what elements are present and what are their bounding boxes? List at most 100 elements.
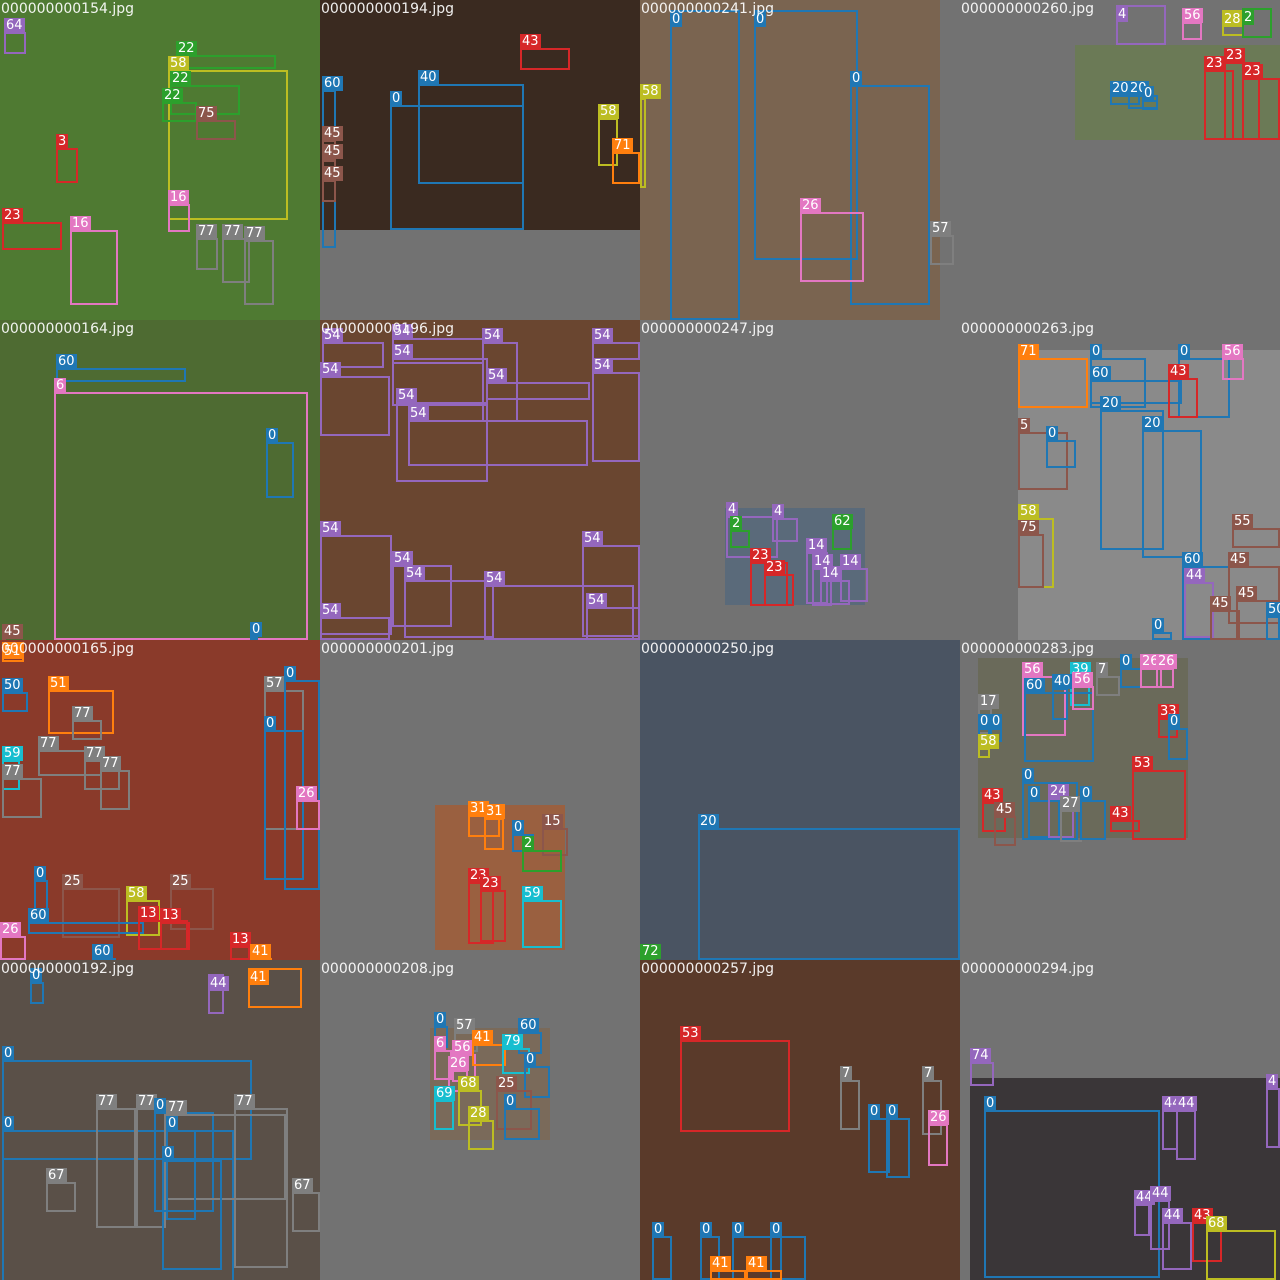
box-class-label: 6 — [434, 1036, 447, 1051]
bounding-box: 3 — [56, 134, 78, 183]
bounding-box: 0 — [886, 1104, 910, 1178]
box-class-label: 0 — [250, 622, 263, 637]
box-class-label: 4 — [726, 502, 739, 517]
box-class-label: 45 — [322, 144, 343, 159]
box-class-label: 56 — [1022, 662, 1043, 677]
box-class-label: 54 — [320, 603, 341, 618]
bounding-box: 54 — [396, 388, 488, 482]
bounding-box: 0 — [390, 91, 524, 230]
box-class-label: 0 — [1120, 654, 1133, 669]
bounding-box: 0 — [868, 1104, 890, 1173]
bounding-box: 2 — [1242, 8, 1272, 38]
box-class-label: 40 — [1052, 674, 1073, 689]
box-class-label: 54 — [592, 328, 613, 343]
bounding-box: 60 — [56, 354, 186, 382]
bounding-box: 60 — [28, 908, 144, 934]
tile: 000000000201.jpg 31 31 15 0 2 23 23 59 — [320, 640, 640, 960]
box-class-label: 44 — [1176, 1096, 1197, 1111]
box-class-label: 5 — [1018, 418, 1031, 433]
box-class-label: 26 — [1140, 654, 1161, 669]
box-class-label: 0 — [30, 968, 43, 983]
bounding-box: 41 — [248, 968, 302, 1008]
box-class-label: 26 — [296, 786, 317, 801]
bounding-box: 0 — [1028, 786, 1060, 838]
box-class-label: 0 — [2, 1046, 15, 1061]
bounding-box: 58 — [640, 84, 661, 188]
box-class-label: 24 — [1048, 784, 1069, 799]
bounding-box: 4 — [1266, 1074, 1280, 1148]
bounding-box: 0 — [2, 1046, 252, 1160]
bounding-box: 13 — [160, 908, 190, 950]
box-class-label: 7 — [840, 1066, 853, 1081]
box-class-label: 16 — [70, 216, 91, 231]
box-class-label: 60 — [28, 908, 49, 923]
box-class-label: 77 — [136, 1094, 157, 1109]
box-class-label: 58 — [640, 84, 661, 99]
box-class-label: 54 — [582, 531, 603, 546]
tile-filename: 000000000192.jpg — [1, 961, 134, 977]
box-class-label: 25 — [496, 1076, 517, 1091]
box-class-label: 79 — [502, 1034, 523, 1049]
box-class-label: 51 — [2, 644, 23, 659]
box-class-label: 60 — [518, 1018, 539, 1033]
tile-filename: 000000000250.jpg — [641, 641, 774, 657]
bounding-box: 54 — [320, 603, 390, 640]
box-class-label: 2 — [730, 516, 743, 531]
bounding-box: 5 — [1018, 418, 1068, 490]
bounding-box: 20 — [1110, 81, 1140, 105]
box-class-label: 16 — [168, 190, 189, 205]
box-class-label: 57 — [264, 676, 285, 691]
box-class-label: 25 — [170, 874, 191, 889]
tile: 000000000194.jpg 43 60 40 0 58 71 45 45 45 — [320, 0, 640, 320]
box-class-label: 0 — [166, 1116, 179, 1131]
bounding-box: 25 — [62, 874, 120, 938]
box-class-label: 54 — [320, 521, 341, 536]
box-class-label: 7 — [922, 1066, 935, 1081]
box-class-label: 0 — [732, 1222, 745, 1237]
box-class-label: 44 — [1162, 1208, 1183, 1223]
bounding-box: 15 — [542, 814, 568, 856]
tile: 000000000247.jpg 4 4 2 62 23 23 14 14 14 14 — [640, 320, 960, 640]
box-class-label: 20 — [1110, 81, 1131, 96]
box-class-label: 6 — [54, 378, 67, 393]
box-class-label: 0 — [504, 1094, 517, 1109]
bounding-box: 45 — [2, 624, 23, 640]
bounding-box: 13 — [230, 932, 251, 960]
box-class-label: 28 — [1222, 12, 1243, 27]
bounding-box: 56 — [1022, 662, 1066, 736]
box-class-label: 0 — [162, 1146, 175, 1161]
bounding-box: 54 — [592, 358, 640, 462]
box-class-label: 0 — [434, 1012, 447, 1027]
box-class-label: 0 — [154, 1098, 167, 1113]
box-class-label: 0 — [984, 1096, 997, 1111]
bounding-box: 4 — [772, 504, 798, 542]
tile-filename: 000000000294.jpg — [961, 961, 1094, 977]
box-class-label: 27 — [1060, 796, 1081, 811]
bounding-box: 0 — [1120, 654, 1142, 688]
box-class-label: 0 — [1178, 344, 1191, 359]
box-class-label: 44 — [1134, 1190, 1155, 1205]
bounding-box: 58 — [168, 56, 288, 220]
bounding-box: 72 — [640, 944, 661, 960]
box-class-label: 45 — [1236, 586, 1257, 601]
bounding-box: 26 — [928, 1110, 949, 1166]
bounding-box: 64 — [4, 18, 26, 54]
tile-filename: 000000000260.jpg — [961, 1, 1094, 17]
box-class-label: 77 — [196, 224, 217, 239]
box-class-label: 26 — [928, 1110, 949, 1125]
bounding-box: 7 — [840, 1066, 860, 1130]
bounding-box: 69 — [434, 1086, 455, 1130]
bounding-box: 0 — [266, 428, 294, 498]
tile-filename: 000000000196.jpg — [321, 321, 454, 337]
tile-filename: 000000000257.jpg — [641, 961, 774, 977]
bounding-box: 0 — [250, 622, 263, 640]
bounding-box: 79 — [502, 1034, 530, 1074]
box-class-label: 77 — [100, 756, 121, 771]
bounding-box: 45 — [1228, 552, 1280, 624]
bounding-box: 62 — [832, 514, 853, 550]
box-class-label: 77 — [244, 226, 265, 241]
box-class-label: 28 — [468, 1106, 489, 1121]
bounding-box: 16 — [70, 216, 118, 305]
bounding-box: 23 — [1242, 64, 1280, 140]
